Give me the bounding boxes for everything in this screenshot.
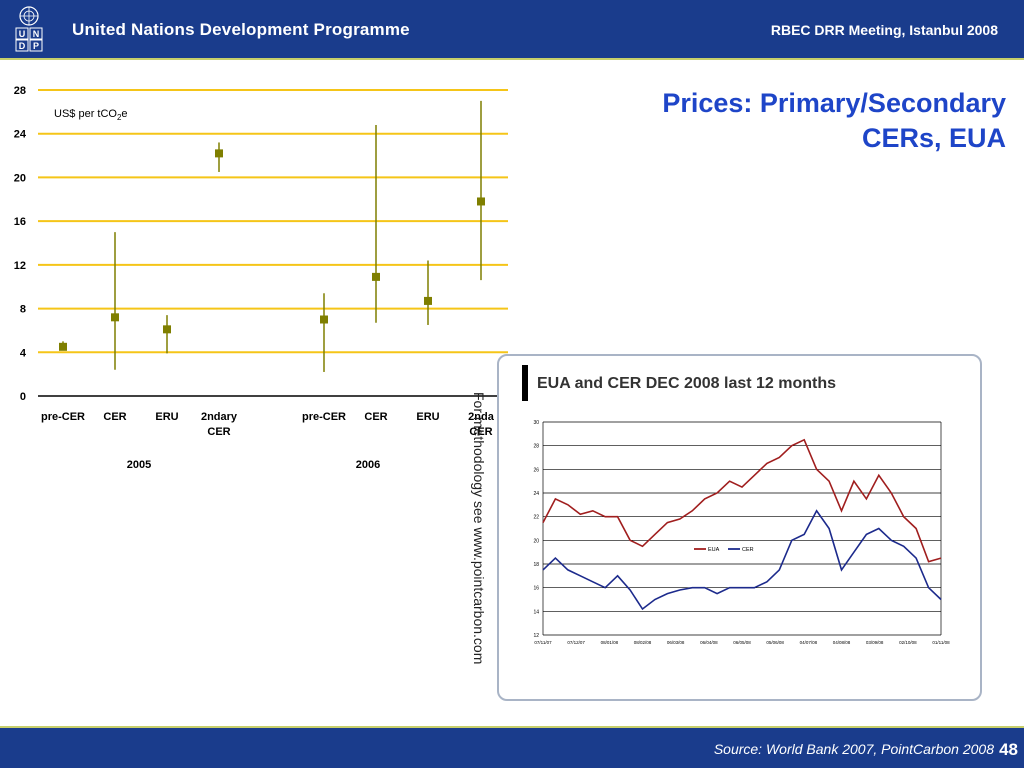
- y-tick-label: 18: [533, 562, 539, 568]
- x-category-label-line2: CER: [207, 426, 230, 438]
- x-tick-label: 06/05/08: [733, 640, 751, 645]
- x-group-label: 2005: [127, 459, 151, 471]
- footer-bar: Source: World Bank 2007, PointCarbon 200…: [0, 728, 1024, 768]
- y-tick-label: 22: [533, 515, 539, 521]
- x-tick-label: 08/02/08: [634, 640, 652, 645]
- y-tick-label: 20: [14, 172, 26, 184]
- x-tick-label: 03/09/08: [866, 640, 884, 645]
- x-category-label: pre-CER: [302, 411, 346, 423]
- mean-marker: [320, 315, 328, 324]
- x-category-label-line2: CER: [469, 426, 492, 438]
- y-tick-label: 28: [14, 85, 26, 97]
- y-tick-label: 26: [533, 467, 539, 473]
- x-category-label: CER: [103, 411, 126, 423]
- unit-label: US$ per tCO2e: [54, 108, 128, 122]
- mean-marker: [163, 325, 171, 334]
- x-category-label: 2nda: [468, 411, 495, 423]
- y-tick-label: 24: [14, 129, 27, 141]
- header-divider: [0, 58, 1024, 60]
- mean-marker: [372, 272, 380, 281]
- mean-marker: [477, 197, 485, 206]
- mean-marker: [424, 296, 432, 305]
- x-tick-label: 07/12/07: [567, 640, 585, 645]
- series-line-eua: [542, 438, 942, 563]
- mean-marker: [59, 342, 67, 351]
- x-category-label: ERU: [155, 411, 178, 423]
- logo-letter-u: U: [19, 29, 26, 39]
- y-tick-label: 16: [14, 216, 26, 228]
- y-tick-label: 0: [20, 391, 26, 403]
- y-tick-label: 20: [533, 538, 539, 544]
- inset-chart-title: EUA and CER DEC 2008 last 12 months: [537, 375, 836, 392]
- y-tick-label: 12: [14, 260, 26, 272]
- methodology-note: For methodology see www.pointcarbon.com: [471, 392, 487, 665]
- x-tick-label: 01/11/08: [932, 640, 950, 645]
- x-category-label: ERU: [416, 411, 439, 423]
- footer-divider: [0, 726, 1024, 728]
- eua-cer-inset-panel: EUA and CER DEC 2008 last 12 months 12 14 1…: [497, 354, 982, 701]
- slide-title-line2: CERs, EUA: [861, 123, 1006, 153]
- mean-marker: [215, 149, 223, 158]
- x-tick-label: 05/06/08: [766, 640, 784, 645]
- mean-marker: [111, 313, 119, 322]
- x-category-label: pre-CER: [41, 411, 85, 423]
- logo-letter-d: D: [19, 41, 26, 51]
- x-category-label: 2ndary: [201, 411, 238, 423]
- x-tick-label: 06/04/08: [700, 640, 718, 645]
- page-number: 48: [999, 740, 1018, 759]
- series-line-cer: [542, 509, 942, 611]
- meeting-title: RBEC DRR Meeting, Istanbul 2008: [770, 22, 998, 38]
- slide-title-line1: Prices: Primary/Secondary: [662, 88, 1006, 118]
- x-tick-label: 04/07/08: [800, 640, 818, 645]
- y-tick-label: 24: [533, 491, 539, 497]
- x-tick-label: 08/01/08: [601, 640, 619, 645]
- y-tick-label: 30: [533, 420, 539, 426]
- x-group-label: 2006: [356, 459, 380, 471]
- eua-cer-line-chart: EUA and CER DEC 2008 last 12 months 12 14 1…: [522, 365, 950, 645]
- x-category-label: CER: [364, 411, 387, 423]
- x-tick-label: 04/08/08: [833, 640, 851, 645]
- y-tick-label: 12: [533, 633, 539, 639]
- legend-label: CER: [742, 547, 754, 553]
- title-accent-bar: [522, 365, 528, 401]
- x-tick-label: 06/03/08: [667, 640, 685, 645]
- legend-label: EUA: [708, 547, 720, 553]
- logo-letter-p: P: [33, 41, 39, 51]
- price-range-chart: 0 4 8 12 16 20 24 28 US$ per tCO2e pre-CER CER ERU 2…: [14, 85, 508, 471]
- source-note: Source: World Bank 2007, PointCarbon 200…: [713, 741, 994, 757]
- undp-logo: U N D P: [14, 5, 44, 53]
- y-tick-label: 4: [20, 347, 27, 359]
- y-tick-label: 14: [533, 609, 539, 615]
- x-tick-label: 02/10/08: [899, 640, 917, 645]
- logo-letter-n: N: [33, 29, 40, 39]
- header-bar: U N D P United Nations Development Progr…: [0, 0, 1024, 58]
- y-tick-label: 8: [20, 304, 26, 316]
- slide-title: Prices: Primary/Secondary CERs, EUA: [586, 86, 1006, 156]
- y-tick-label: 16: [533, 586, 539, 592]
- org-title: United Nations Development Programme: [72, 20, 410, 39]
- x-tick-label: 07/11/07: [534, 640, 552, 645]
- y-tick-label: 28: [533, 444, 539, 450]
